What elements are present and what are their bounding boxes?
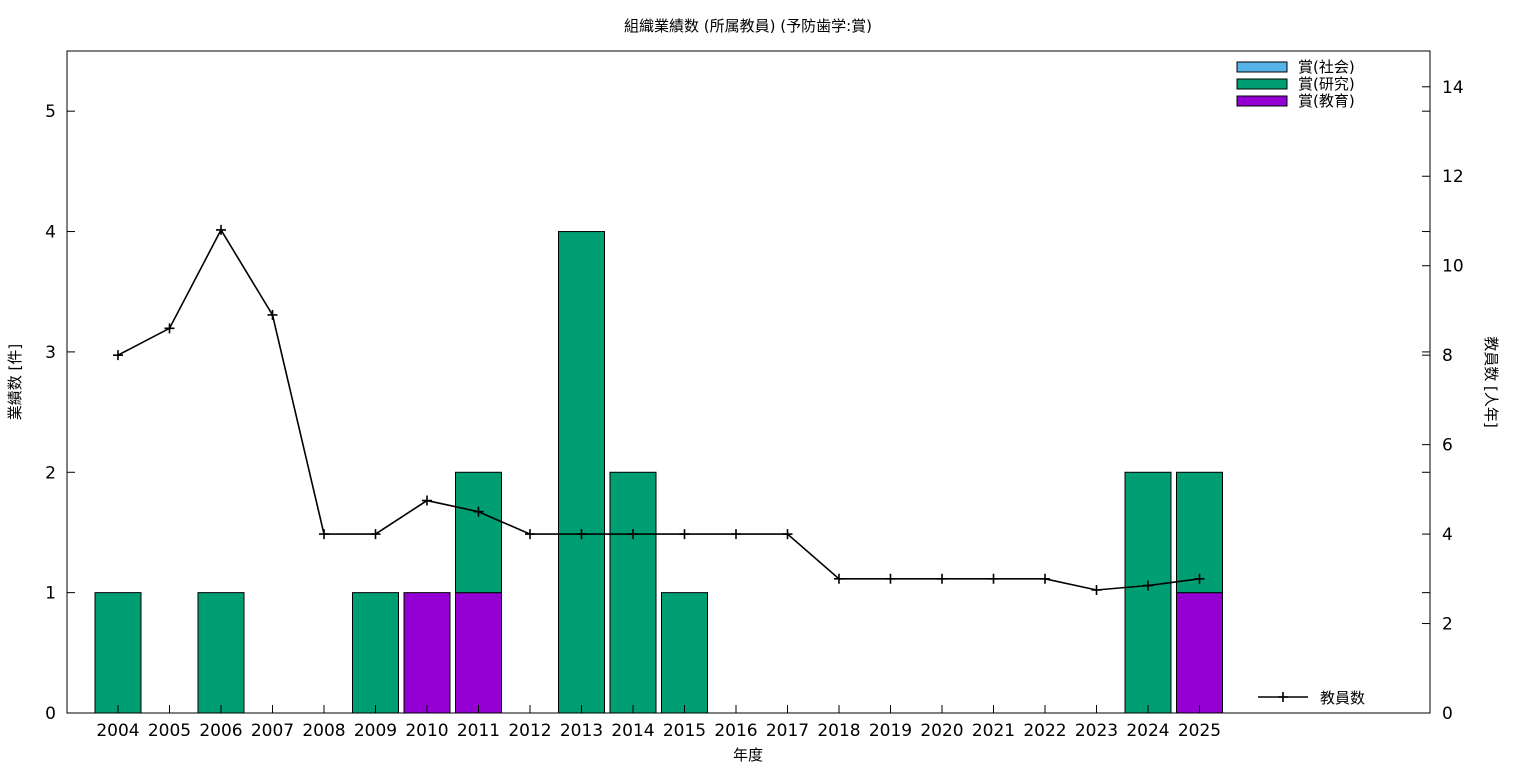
faculty-count-point [782,529,793,540]
y2-tick-label: 2 [1442,615,1453,635]
faculty-count-point [1091,584,1102,595]
faculty-count-point [1040,573,1050,584]
x-tick-label: 2011 [457,721,500,741]
x-tick-label: 2021 [972,721,1015,741]
faculty-count-point [731,529,741,540]
faculty-count-point [164,323,175,334]
y-axis: 0 1 2 3 4 5 [45,102,1430,724]
y2-tick-label: 10 [1442,257,1464,277]
y2-tick-label: 6 [1442,436,1453,456]
y2-tick-label: 0 [1442,704,1453,724]
bar [197,592,245,714]
y-tick-label: 1 [45,584,56,604]
x-tick-label: 2008 [302,721,345,741]
x-tick-label: 2017 [766,721,809,741]
bar [1176,592,1223,714]
x-tick-label: 2007 [251,721,294,741]
faculty-count-point [473,506,484,517]
plot-area [94,224,1223,714]
x-tick-label: 2010 [405,721,448,741]
plot-frame [66,50,1431,714]
line-legend-label: 教員数 [1320,689,1365,707]
x-tick-label: 2025 [1178,721,1221,741]
y2-tick-label: 12 [1442,167,1464,187]
x-tick-label: 2018 [817,721,860,741]
faculty-count-point [422,495,432,506]
legend-label: 賞(研究) [1298,75,1355,93]
y-tick-label: 2 [45,463,56,483]
legend-swatch [1236,78,1288,90]
faculty-count-point [216,224,226,235]
x-axis-label: 年度 [733,746,763,764]
legend-label: 賞(教育) [1298,92,1355,110]
bar [661,592,708,714]
x-tick-label: 2016 [714,721,757,741]
x-tick-label: 2006 [199,721,242,741]
faculty-count-point [628,529,638,540]
faculty-count-point [1143,580,1153,591]
faculty-count-point [525,529,535,540]
faculty-count-point [937,573,947,584]
y-axis-label: 業績数 [件] [6,344,24,420]
bar [558,231,605,714]
faculty-count-point [267,309,278,320]
chart-title: 組織業績数 (所属教員) (予防歯学:賞) [624,17,872,35]
x-tick-label: 2014 [611,721,654,741]
y2-tick-label: 14 [1442,78,1464,98]
legend-swatch [1236,95,1288,107]
y2-tick-label: 8 [1442,346,1453,366]
x-tick-label: 2024 [1126,721,1169,741]
x-tick-label: 2013 [560,721,603,741]
x-tick-label: 2012 [508,721,551,741]
bar [94,592,142,714]
y-tick-label: 4 [45,223,56,243]
faculty-count-point [679,529,690,540]
bar [403,592,451,714]
y-tick-label: 3 [45,343,56,363]
bar [455,471,502,594]
x-tick-label: 2009 [354,721,397,741]
x-tick-label: 2020 [920,721,963,741]
legend-swatch [1236,61,1288,73]
faculty-count-point [988,573,999,584]
x-tick-label: 2019 [869,721,912,741]
line-legend: 教員数 [1258,689,1365,707]
faculty-count-point [834,573,844,584]
x-tick-label: 2004 [96,721,139,741]
faculty-count-point [1194,573,1205,584]
x-tick-label: 2023 [1075,721,1118,741]
legend-label: 賞(社会) [1298,58,1355,76]
faculty-count-point [370,529,381,540]
bar [609,471,657,714]
faculty-count-point [113,350,123,361]
faculty-count-line [117,228,1200,591]
y2-axis: 0 2 4 6 8 10 12 14 [1422,78,1464,724]
x-tick-label: 2022 [1023,721,1066,741]
y-tick-label: 0 [45,704,56,724]
y2-axis-label: 教員数 [人年] [1482,336,1500,427]
bar [1176,471,1223,594]
faculty-count-point [319,529,329,540]
legend: 賞(社会)賞(研究)賞(教育) [1236,58,1355,110]
faculty-count-point [576,529,587,540]
y-tick-label: 5 [45,102,56,122]
y2-tick-label: 4 [1442,525,1453,545]
x-tick-label: 2005 [148,721,191,741]
bar [455,592,502,714]
x-tick-label: 2015 [663,721,706,741]
faculty-count-point [885,573,896,584]
x-axis: 2004 2005 2006 2007 2008 2009 2010 2011 2012 2013… [96,705,1221,741]
line-legend-marker [1278,692,1288,702]
bar [1124,471,1172,714]
bar [352,592,399,714]
